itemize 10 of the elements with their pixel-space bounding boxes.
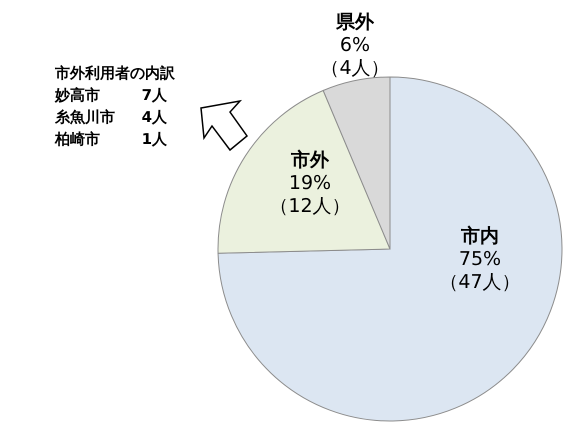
data-label: 19% （12人）	[269, 172, 351, 217]
text: 柏崎市 1人	[55, 130, 167, 148]
slice-label: 県外	[335, 11, 375, 33]
text: 妙高市 7人	[55, 86, 167, 104]
slice-label: 市内	[460, 225, 499, 247]
data-label: 75% （47人）	[439, 248, 521, 293]
text: 市外利用者の内訳	[54, 64, 176, 82]
data-label: 6% （4人）	[320, 34, 390, 79]
text: 糸魚川市 4人	[55, 108, 167, 126]
slice-label: 市外	[290, 149, 330, 171]
